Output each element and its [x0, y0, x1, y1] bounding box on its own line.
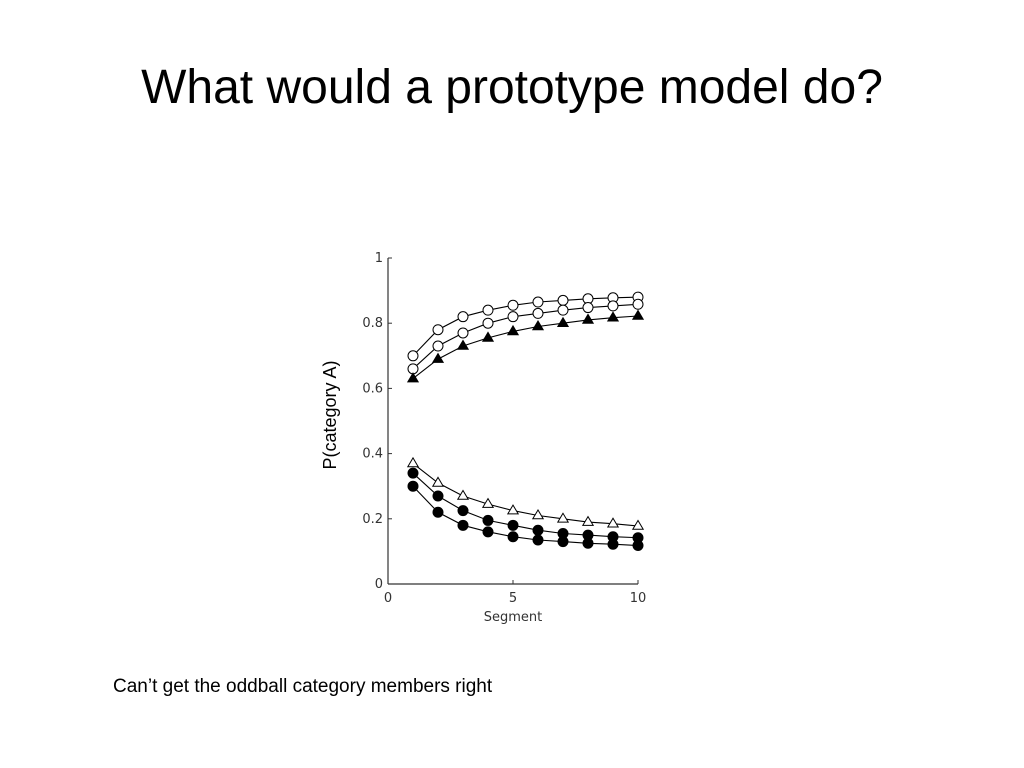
series-4-point-2 — [431, 476, 445, 487]
series-line-4 — [412, 462, 639, 527]
series-6-point-8 — [582, 537, 594, 549]
slide-caption: Can’t get the oddball category members r… — [113, 676, 493, 697]
series-6-point-4 — [482, 526, 494, 538]
y-tick-label: 0.6 — [362, 381, 383, 396]
y-tick-label: 1 — [375, 251, 383, 266]
series-4-point-7 — [556, 512, 570, 523]
series-1-point-3 — [457, 311, 469, 323]
series-3-point-8 — [581, 313, 595, 324]
series-1-point-2 — [432, 324, 444, 336]
series-4-point-5 — [506, 504, 520, 515]
series-line-6 — [412, 485, 639, 547]
series-2-point-6 — [532, 307, 544, 319]
series-2-point-2 — [432, 340, 444, 352]
series-line-5 — [412, 472, 639, 539]
series-6-point-9 — [607, 538, 619, 550]
series-4-point-10 — [631, 519, 645, 530]
series-6-point-1 — [407, 480, 419, 492]
x-axis-title: Segment — [484, 610, 543, 625]
series-4-point-8 — [581, 515, 595, 526]
series-5-point-2 — [432, 490, 444, 502]
y-tick-label: 0 — [375, 577, 383, 592]
series-6-point-7 — [557, 536, 569, 548]
series-3-point-9 — [606, 311, 620, 322]
series-line-1 — [412, 296, 639, 357]
series-2-point-7 — [557, 304, 569, 316]
series-4-point-1 — [406, 456, 420, 468]
series-4-point-9 — [606, 517, 620, 528]
series-2-point-3 — [457, 327, 469, 339]
y-tick-label: 0.4 — [362, 447, 383, 462]
series-2-point-4 — [482, 317, 494, 329]
x-tick-label: 0 — [384, 591, 392, 606]
series-4-point-4 — [481, 497, 495, 508]
series-6-point-5 — [507, 531, 519, 543]
series-1-point-7 — [557, 294, 569, 306]
series-3-point-1 — [406, 372, 420, 383]
series-2-point-8 — [582, 302, 594, 314]
slide-title: What would a prototype model do? — [141, 61, 883, 114]
series-3-point-4 — [481, 331, 495, 342]
y-axis-title: P(category A) — [320, 360, 340, 469]
series-3-point-3 — [456, 339, 470, 350]
y-tick-label: 0.8 — [362, 316, 383, 331]
series-2-point-9 — [607, 300, 619, 312]
series-6-point-3 — [457, 519, 469, 531]
series-5-point-5 — [507, 519, 519, 531]
series-4-point-3 — [456, 489, 470, 500]
series-5-point-3 — [457, 505, 469, 517]
series-5-point-6 — [532, 524, 544, 536]
series-3-point-10 — [631, 309, 645, 320]
chart-lines — [412, 296, 639, 547]
series-1-point-6 — [532, 296, 544, 308]
series-5-point-1 — [407, 467, 419, 479]
series-6-point-10 — [632, 540, 644, 552]
series-3-point-2 — [431, 352, 445, 363]
series-3-point-6 — [531, 320, 545, 331]
x-tick-label: 5 — [509, 591, 517, 606]
series-3-point-7 — [556, 316, 570, 327]
series-4-point-6 — [531, 509, 545, 520]
series-5-point-4 — [482, 514, 494, 526]
series-line-3 — [412, 315, 639, 380]
x-tick-label: 10 — [630, 591, 647, 606]
series-6-point-2 — [432, 506, 444, 518]
series-2-point-5 — [507, 311, 519, 323]
series-1-point-1 — [407, 350, 419, 362]
y-tick-label: 0.2 — [362, 512, 383, 527]
series-line-2 — [412, 303, 639, 370]
series-1-point-5 — [507, 299, 519, 311]
series-6-point-6 — [532, 534, 544, 546]
series-3-point-5 — [506, 324, 520, 336]
series-1-point-4 — [482, 304, 494, 316]
chart-markers — [406, 291, 645, 552]
series-2-point-10 — [632, 298, 644, 310]
